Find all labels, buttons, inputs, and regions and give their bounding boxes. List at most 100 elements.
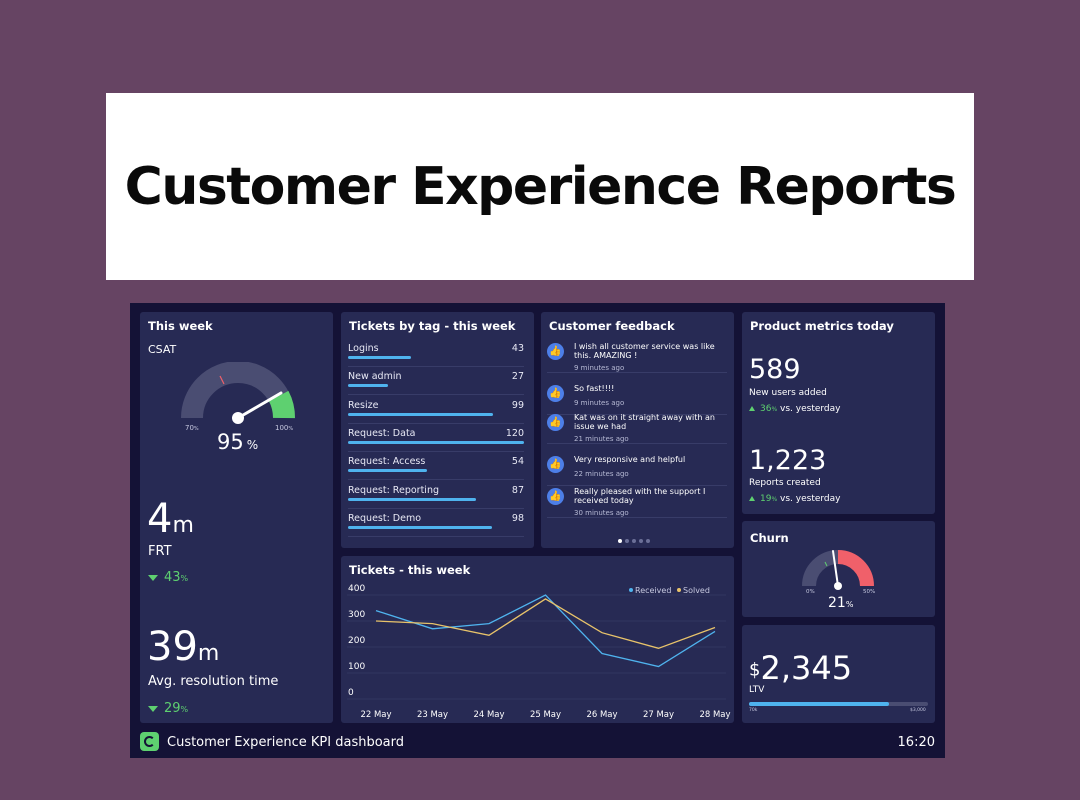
- customer-feedback-title: Customer feedback: [549, 319, 675, 333]
- tag-value: 43: [511, 343, 524, 354]
- tag-row: Request: Data 120: [348, 424, 524, 452]
- dashboard-footer: Customer Experience KPI dashboard 16:20: [130, 728, 945, 758]
- feedback-time: 30 minutes ago: [574, 509, 629, 517]
- tag-row: Request: Demo 98: [348, 509, 524, 537]
- tag-label: New admin: [348, 371, 402, 383]
- this-week-card: This week CSAT 70% 100% 95% 4m FRT 43% 3…: [140, 312, 333, 723]
- csat-value: 95%: [217, 430, 259, 454]
- feedback-text: Very responsive and helpful: [574, 455, 686, 464]
- new-users-label: New users added: [749, 388, 827, 398]
- thumbs-up-icon: 👍: [547, 343, 564, 360]
- tickets-chart-card: Tickets - this week 0 100 200 300 400 22 May 2…: [341, 556, 734, 723]
- tag-bar: [348, 440, 524, 444]
- feedback-item: 👍 Really pleased with the support I recei…: [547, 485, 727, 518]
- tag-value: 87: [511, 484, 524, 496]
- feedback-item: 👍 So fast!!!! 9 minutes ago: [547, 382, 727, 415]
- up-arrow-icon: [749, 496, 755, 501]
- thumbs-up-icon: 👍: [547, 488, 564, 505]
- feedback-time: 9 minutes ago: [574, 399, 625, 407]
- tag-value: 120: [505, 427, 524, 439]
- customer-feedback-card: Customer feedback 👍 I wish all customer s…: [541, 312, 734, 548]
- series-line-solved: [375, 598, 716, 649]
- x-tick-label: 22 May: [360, 710, 391, 720]
- churn-card: Churn 0% 50% 21%: [742, 521, 935, 617]
- ltv-card: $2,345 LTV 70k $3,000: [742, 625, 935, 723]
- tag-bar: [348, 497, 476, 501]
- x-tick-label: 24 May: [473, 710, 504, 720]
- dashboard-clock: 16:20: [897, 735, 935, 750]
- tag-label: Request: Reporting: [348, 484, 439, 496]
- csat-gauge: [181, 362, 295, 424]
- x-tick-label: 23 May: [417, 710, 448, 720]
- y-tick-label: 400: [348, 584, 365, 594]
- tag-value: 99: [511, 399, 524, 411]
- dashboard-title: Customer Experience KPI dashboard: [167, 735, 405, 750]
- tickets-by-tag-card: Tickets by tag - this week Logins 43 New a…: [341, 312, 534, 548]
- feedback-time: 22 minutes ago: [574, 470, 629, 478]
- pagination-dot[interactable]: [639, 539, 643, 543]
- down-arrow-icon: [148, 705, 158, 712]
- kpi-dashboard: This week CSAT 70% 100% 95% 4m FRT 43% 3…: [130, 303, 945, 758]
- tag-row: Request: Reporting 87: [348, 481, 524, 509]
- y-tick-label: 100: [348, 662, 365, 672]
- x-tick-label: 25 May: [530, 710, 561, 720]
- legend-marker: [629, 588, 633, 592]
- pagination-dot[interactable]: [646, 539, 650, 543]
- tickets-line-chart: 0 100 200 300 400 22 May 23 May 24 May 25 May 26 …: [347, 584, 731, 720]
- tag-label: Resize: [348, 399, 379, 411]
- churn-gauge: [802, 550, 874, 590]
- reports-created-label: Reports created: [749, 478, 821, 488]
- geckoboard-logo-icon: [140, 732, 159, 751]
- tag-bar: [348, 412, 494, 416]
- this-week-title: This week: [148, 319, 213, 333]
- tickets-chart-title: Tickets - this week: [349, 563, 471, 577]
- feedback-time: 21 minutes ago: [574, 435, 629, 443]
- frt-label: FRT: [148, 544, 172, 559]
- reports-created-delta: 19% vs. yesterday: [749, 494, 840, 504]
- tag-label: Request: Demo: [348, 512, 422, 524]
- new-users-delta: 36% vs. yesterday: [749, 404, 840, 414]
- tag-bar: [348, 356, 412, 359]
- x-tick-label: 27 May: [643, 710, 674, 720]
- tag-label: Request: Access: [348, 456, 426, 468]
- x-tick-label: 28 May: [699, 710, 730, 720]
- resolution-label: Avg. resolution time: [148, 674, 279, 689]
- tag-value: 98: [511, 512, 524, 524]
- ltv-bar-max: $3,000: [910, 708, 926, 713]
- ltv-label: LTV: [749, 685, 765, 695]
- thumbs-up-icon: 👍: [547, 414, 564, 431]
- ltv-progress-bar: [749, 702, 928, 706]
- ltv-bar-min: 70k: [749, 708, 758, 713]
- tag-row: Request: Access 54: [348, 452, 524, 481]
- product-metrics-card: Product metrics today 589 New users adde…: [742, 312, 935, 514]
- legend-marker: [677, 588, 681, 592]
- legend-label: Solved: [683, 586, 710, 595]
- churn-value: 21%: [828, 595, 854, 611]
- pagination-dot[interactable]: [632, 539, 636, 543]
- feedback-item: 👍 Very responsive and helpful 22 minutes a…: [547, 453, 727, 486]
- churn-title: Churn: [750, 531, 789, 545]
- feedback-item: 👍 I wish all customer service was like th…: [547, 340, 727, 373]
- churn-gauge-min: 0%: [806, 589, 815, 595]
- banner-title: Customer Experience Reports: [124, 156, 957, 217]
- tag-bar: [348, 525, 492, 529]
- feedback-text: Really pleased with the support I receiv…: [574, 487, 706, 505]
- pagination-dot[interactable]: [625, 539, 629, 543]
- tag-bar: [348, 384, 388, 388]
- pagination-dot[interactable]: [618, 539, 622, 543]
- reports-created-value: 1,223: [749, 445, 827, 476]
- feedback-pagination[interactable]: [618, 528, 653, 547]
- y-tick-label: 300: [348, 610, 365, 620]
- tag-label: Logins: [348, 343, 379, 354]
- tag-value: 27: [511, 371, 524, 383]
- thumbs-up-icon: 👍: [547, 385, 564, 402]
- tag-label: Request: Data: [348, 427, 416, 439]
- frt-value: 4m: [147, 496, 194, 542]
- ltv-value: $2,345: [749, 649, 853, 687]
- frt-delta: 43%: [148, 570, 188, 585]
- csat-gauge-min: 70%: [185, 424, 199, 432]
- tag-row: New admin 27: [348, 367, 524, 396]
- x-tick-label: 26 May: [586, 710, 617, 720]
- feedback-text: Kat was on it straight away with an issu…: [574, 413, 715, 431]
- thumbs-up-icon: 👍: [547, 456, 564, 473]
